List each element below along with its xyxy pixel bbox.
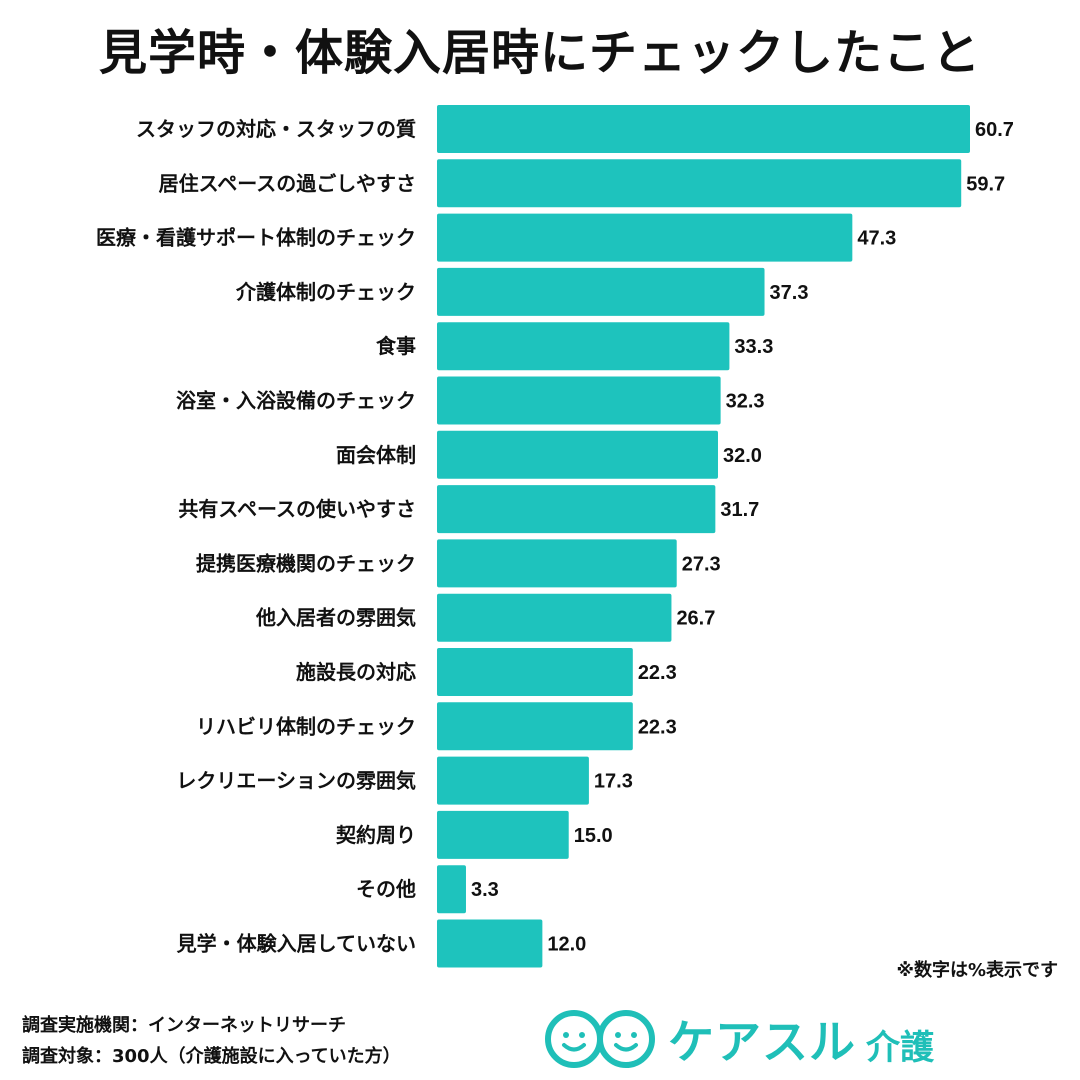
bar — [437, 485, 716, 534]
value-label: 12.0 — [547, 934, 586, 956]
brand-logo: ケアスル 介護 — [540, 1004, 934, 1074]
category-label: 居住スペースの過ごしやすさ — [159, 171, 416, 195]
chart-title: 見学時・体験入居時にチェックしたこと — [98, 25, 981, 81]
value-label: 37.3 — [770, 282, 809, 304]
value-label: 31.7 — [720, 499, 759, 521]
category-label: レクリエーションの雰囲気 — [176, 769, 416, 793]
logo-text: ケアスル — [668, 1015, 856, 1069]
value-label: 22.3 — [638, 716, 677, 738]
bar — [437, 376, 721, 425]
value-label: 17.3 — [594, 771, 633, 793]
category-label: 浴室・入浴設備のチェック — [176, 389, 416, 413]
value-label: 27.3 — [682, 553, 721, 575]
value-label: 47.3 — [857, 228, 896, 250]
bar — [437, 430, 718, 479]
value-label: 60.7 — [975, 119, 1014, 141]
value-label: 32.0 — [723, 445, 762, 467]
bar — [437, 159, 962, 208]
value-label: 3.3 — [471, 879, 499, 901]
bar — [437, 105, 970, 153]
value-label: 32.3 — [726, 391, 765, 413]
category-label: 施設長の対応 — [296, 660, 416, 684]
category-label: 契約周り — [335, 823, 416, 847]
category-label: 他入居者の雰囲気 — [255, 606, 416, 630]
bar — [437, 213, 853, 262]
category-label: 面会体制 — [336, 443, 416, 467]
category-label: リハビリ体制のチェック — [196, 714, 416, 738]
category-label: 共有スペースの使いやすさ — [178, 497, 416, 521]
bar — [437, 322, 730, 371]
category-label: その他 — [356, 877, 416, 901]
value-label: 26.7 — [676, 608, 715, 630]
value-label: 59.7 — [966, 173, 1005, 195]
bar — [437, 593, 672, 642]
category-label: 医療・看護サポート体制のチェック — [96, 226, 416, 250]
value-label: 33.3 — [734, 336, 773, 358]
category-label: 見学・体験入居していない — [177, 932, 416, 956]
bar — [437, 865, 466, 914]
bar — [437, 810, 569, 859]
category-label: 介護体制のチェック — [235, 280, 416, 304]
value-label: 15.0 — [574, 825, 613, 847]
bar — [437, 756, 589, 805]
bar — [437, 539, 677, 588]
survey-source: 調査実施機関：インターネットリサーチ — [22, 1015, 346, 1036]
unit-note: ※数字は%表示です — [896, 960, 1058, 981]
two-smiling-faces-icon — [545, 1010, 655, 1068]
bar — [437, 267, 765, 316]
value-label: 22.3 — [638, 662, 677, 684]
bar — [437, 702, 633, 751]
survey-target: 調査対象：300人（介護施設に入っていた方） — [22, 1046, 401, 1067]
category-label: 食事 — [376, 334, 416, 358]
bar — [437, 648, 633, 696]
category-label: スタッフの対応・スタッフの質 — [136, 117, 416, 141]
logo-sub-text: 介護 — [866, 1027, 934, 1068]
category-label: 提携医療機関のチェック — [196, 551, 416, 575]
bar — [437, 919, 543, 968]
bar-chart: スタッフの対応・スタッフの質 60.7 居住スペースの過ごしやすさ 59.7 医療・看護… — [96, 105, 1014, 968]
